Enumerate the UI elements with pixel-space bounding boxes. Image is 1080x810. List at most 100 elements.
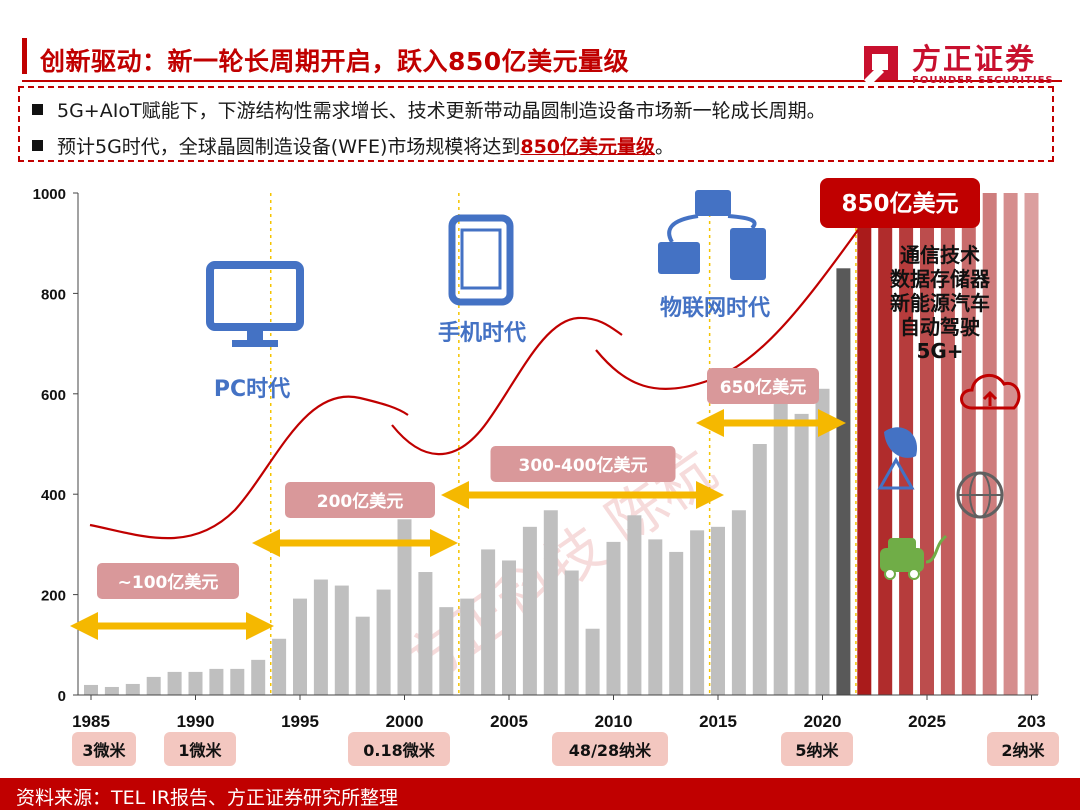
bullet-text: 预计5G时代，全球晶圆制造设备(WFE)市场规模将达到 xyxy=(57,136,521,158)
bullet-item: 5G+AIoT赋能下，下游结构性需求增长、技术更新带动晶圆制造设备市场新一轮成长… xyxy=(32,96,826,123)
process-node-pill xyxy=(781,732,853,766)
process-node-pill xyxy=(164,732,236,766)
bullet-text-end: 。 xyxy=(655,136,675,158)
driver-label: 通信技术 xyxy=(900,243,980,267)
bar-1985 xyxy=(84,684,98,695)
bar-2008 xyxy=(564,570,579,695)
bar-1986 xyxy=(104,686,119,695)
smartphone-icon xyxy=(448,214,514,306)
callout-box xyxy=(820,178,980,228)
process-node-pill xyxy=(72,732,136,766)
process-node-label: 1微米 xyxy=(178,741,222,760)
bar-2017 xyxy=(752,444,767,695)
bar-2004 xyxy=(481,549,496,695)
process-node-label: 3微米 xyxy=(82,741,126,760)
range-label: 650亿美元 xyxy=(720,377,807,398)
iot-device-right xyxy=(730,228,766,280)
bar-2009 xyxy=(585,628,600,695)
bullet-text: 5G+AIoT赋能下，下游结构性需求增长、技术更新带动晶圆制造设备市场新一轮成长… xyxy=(57,100,826,122)
car-body xyxy=(880,548,924,572)
bar-1992 xyxy=(230,668,245,695)
bar-1998 xyxy=(355,616,370,695)
dish-stand xyxy=(877,456,915,490)
phone-body xyxy=(448,214,514,306)
bar-2012 xyxy=(648,539,663,695)
bar-1996 xyxy=(313,579,328,695)
logo-text: 方正证券 xyxy=(912,42,1037,76)
bar-2015 xyxy=(711,526,725,695)
x-tick-label: 2015 xyxy=(699,712,737,731)
x-tick-label: 203 xyxy=(1017,712,1045,731)
page-title: 创新驱动：新一轮长周期开启，跃入850亿美元量级 xyxy=(40,47,630,76)
bar-2007 xyxy=(543,510,558,695)
bar-2005 xyxy=(502,560,516,695)
trend-curve xyxy=(391,316,623,456)
driver-label: 数据存储器 xyxy=(890,267,991,291)
bar-1995 xyxy=(293,598,307,695)
monitor-icon xyxy=(206,261,304,347)
car-wheel xyxy=(908,568,920,580)
x-tick-label: 1990 xyxy=(177,712,215,731)
bar-2003 xyxy=(460,598,475,695)
bar-1991 xyxy=(209,668,224,695)
range-label: ~100亿美元 xyxy=(118,572,219,593)
cloud-outline xyxy=(960,374,1021,410)
bar-1999 xyxy=(376,589,391,695)
iot-device-left xyxy=(658,242,700,274)
iot-network-icon xyxy=(658,190,766,280)
title-accent-bar xyxy=(22,38,27,74)
bar-2016 xyxy=(731,510,746,695)
summary-box: 5G+AIoT赋能下，下游结构性需求增长、技术更新带动晶圆制造设备市场新一轮成长… xyxy=(18,86,1054,162)
bar-2000 xyxy=(397,519,412,695)
forecast-stripe xyxy=(857,193,872,695)
bullet-square-icon xyxy=(32,104,43,115)
x-tick-label: 2010 xyxy=(595,712,633,731)
globe-icon xyxy=(956,471,1004,519)
car-roof xyxy=(888,538,916,552)
process-node-pill xyxy=(987,732,1059,766)
driver-label: 新能源汽车 xyxy=(890,291,990,315)
y-tick-label: 200 xyxy=(41,588,66,605)
bar-1994 xyxy=(272,638,287,695)
process-node-label: 48/28纳米 xyxy=(569,741,652,760)
process-node-pill xyxy=(552,732,668,766)
y-tick-label: 600 xyxy=(41,387,66,404)
process-node-label: 0.18微米 xyxy=(363,741,435,760)
trend-curve xyxy=(89,395,409,540)
x-tick-label: 2025 xyxy=(908,712,946,731)
y-tick-label: 800 xyxy=(41,286,66,303)
range-pill xyxy=(490,446,676,482)
car-cable xyxy=(925,534,948,564)
logo-subtext: FOUNDER SECURITIES xyxy=(912,75,1054,86)
bar-2014 xyxy=(690,530,705,695)
forecast-stripe xyxy=(982,193,997,695)
forecast-stripe xyxy=(920,193,934,695)
y-tick-label: 0 xyxy=(58,688,66,705)
era-label-iot: 物联网时代 xyxy=(660,295,770,321)
cloud-icon xyxy=(960,374,1021,410)
process-node-label: 2纳米 xyxy=(1001,741,1045,760)
iot-device-top xyxy=(695,190,731,216)
x-tick-label: 1995 xyxy=(281,712,319,731)
bar-2020 xyxy=(815,388,830,695)
source-note: 资料来源：TEL IR报告、方正证券研究所整理 xyxy=(16,787,399,809)
bar-2013 xyxy=(669,551,684,695)
forecast-stripe xyxy=(1003,193,1018,695)
dish-bowl xyxy=(884,427,918,458)
range-label: 200亿美元 xyxy=(317,491,404,512)
bar-2019 xyxy=(794,413,809,695)
bar-2006 xyxy=(522,526,537,695)
title-divider xyxy=(22,80,1062,82)
driver-label: 5G+ xyxy=(916,339,963,363)
process-node-label: 5纳米 xyxy=(795,741,839,760)
forecast-stripe xyxy=(940,193,955,695)
range-pill xyxy=(97,563,239,599)
bar-1987 xyxy=(125,683,140,695)
phone-screen xyxy=(460,228,502,290)
satellite-dish-icon xyxy=(877,427,918,490)
bar-1997 xyxy=(334,585,349,695)
bullet-highlight: 850亿美元量级 xyxy=(520,136,656,158)
x-tick-label: 2020 xyxy=(804,712,842,731)
bar-2021 xyxy=(836,268,851,695)
